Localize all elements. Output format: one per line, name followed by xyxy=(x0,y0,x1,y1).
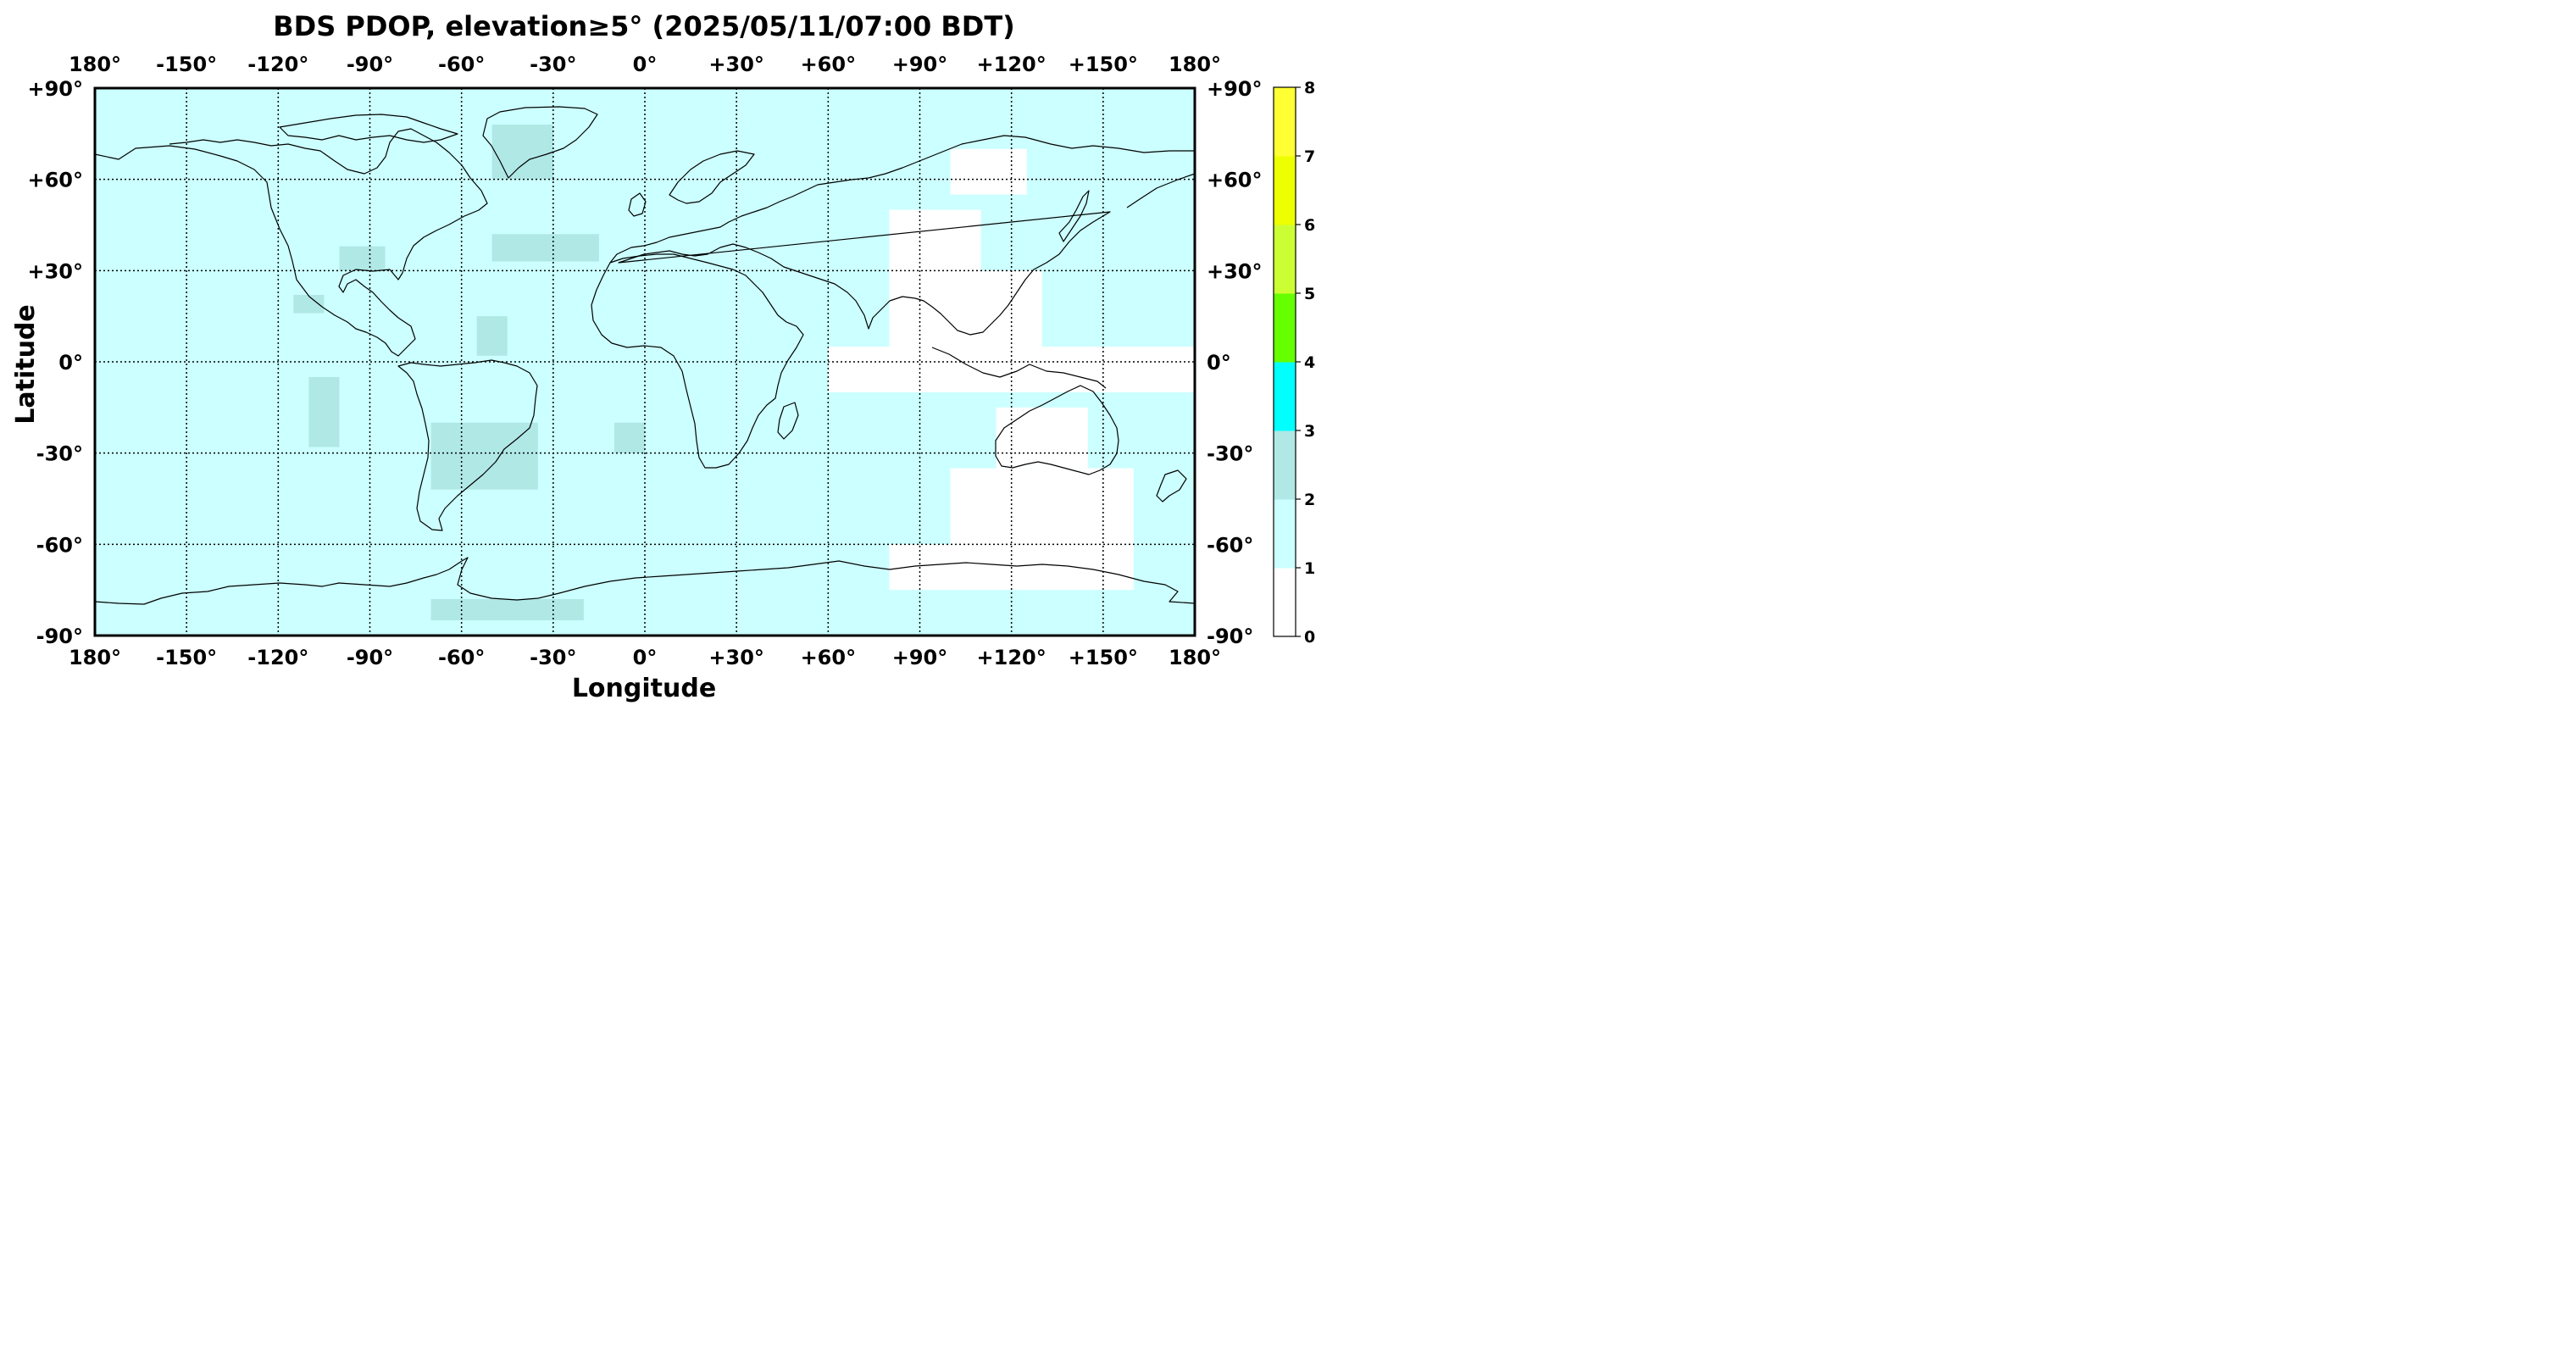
lon-tick-label-top: -150° xyxy=(156,53,217,76)
lon-tick-label-top: -30° xyxy=(530,53,576,76)
lon-tick-label-top: -90° xyxy=(347,53,393,76)
coast-north-america xyxy=(94,128,488,357)
lat-tick-label-left: +90° xyxy=(27,77,83,101)
colorbar-tick-label: 7 xyxy=(1304,147,1315,166)
colorbar-tick-label: 8 xyxy=(1304,79,1315,97)
lon-tick-label-top: 180° xyxy=(69,53,121,76)
lat-tick-labels-right: +90° +60° +30° 0° -30° -60° -90° xyxy=(1207,77,1263,648)
lat-tick-label-right: -90° xyxy=(1207,625,1253,648)
lat-tick-label-left: -60° xyxy=(36,533,83,557)
colorbar: 0 1 2 3 4 5 6 7 8 xyxy=(1273,79,1315,647)
lat-tick-label-left: -90° xyxy=(36,625,83,648)
lat-tick-label-left: +60° xyxy=(27,169,83,192)
lon-tick-label-top: 180° xyxy=(1169,53,1221,76)
lon-tick-labels-bottom: 180° -150° -120° -90° -60° -30° 0° +30° +60° +90°… xyxy=(69,646,1221,669)
lon-tick-label-bottom: -120° xyxy=(247,646,308,669)
coast-south-america xyxy=(397,359,538,531)
pdop-2-3-region xyxy=(308,376,340,447)
lat-tick-label-right: +90° xyxy=(1207,77,1263,101)
lon-tick-label-bottom: -90° xyxy=(347,646,393,669)
lon-tick-label-top: +120° xyxy=(977,53,1046,76)
lat-tick-label-right: -30° xyxy=(1207,442,1253,466)
pdop-0-1-region xyxy=(889,209,981,271)
colorbar-segment xyxy=(1274,293,1296,363)
colorbar-tick-label: 5 xyxy=(1304,285,1315,303)
lon-tick-label-top: -60° xyxy=(438,53,485,76)
pdop-2-3-region xyxy=(613,422,645,453)
colorbar-tick-label: 1 xyxy=(1304,559,1315,578)
lon-tick-label-bottom: 180° xyxy=(69,646,121,669)
graticule xyxy=(95,88,1195,636)
lon-tick-label-top: +150° xyxy=(1069,53,1138,76)
colorbar-tick-label: 6 xyxy=(1304,216,1315,235)
colorbar-segment xyxy=(1274,87,1296,157)
lat-tick-label-left: +30° xyxy=(27,259,83,283)
pdop-0-1-region xyxy=(889,270,1042,362)
lon-tick-label-bottom: -60° xyxy=(438,646,485,669)
lat-tick-label-left: 0° xyxy=(58,351,83,375)
coast-madagascar xyxy=(777,402,799,440)
lon-tick-label-bottom: -30° xyxy=(530,646,576,669)
coast-eurasia xyxy=(609,135,1196,336)
lon-tick-label-bottom: +60° xyxy=(801,646,857,669)
pdop-2-3-region xyxy=(476,316,508,356)
lon-tick-labels-top: 180° -150° -120° -90° -60° -30° 0° +30° +60° +90°… xyxy=(69,53,1221,76)
lon-tick-label-bottom: 180° xyxy=(1169,646,1221,669)
lon-tick-label-bottom: +120° xyxy=(977,646,1046,669)
pdop-2-3-region xyxy=(293,295,325,314)
pdop-0-1-region xyxy=(950,468,1134,545)
lon-tick-label-top: -120° xyxy=(247,53,308,76)
coast-africa xyxy=(591,253,804,469)
colorbar-tick-label: 3 xyxy=(1304,422,1315,441)
colorbar-segment xyxy=(1274,362,1296,431)
lon-tick-label-top: +30° xyxy=(708,53,764,76)
lon-tick-label-top: 0° xyxy=(633,53,658,76)
chart-title: BDS PDOP, elevation≥5° (2025/05/11/07:00… xyxy=(273,10,1015,42)
colorbar-segment xyxy=(1274,499,1296,569)
lat-tick-label-right: +30° xyxy=(1207,259,1263,283)
coast-australia xyxy=(995,385,1119,475)
pdop-0-1-region xyxy=(950,148,1027,195)
y-axis-label: Latitude xyxy=(11,304,41,425)
pdop-2-3-region xyxy=(339,246,386,271)
lon-tick-label-top: +60° xyxy=(801,53,857,76)
lon-tick-label-bottom: +90° xyxy=(892,646,948,669)
pdop-2-3-region xyxy=(491,234,599,262)
lon-tick-label-top: +90° xyxy=(892,53,948,76)
coast-new-zealand xyxy=(1156,469,1187,503)
pdop-map-figure: BDS PDOP, elevation≥5° (2025/05/11/07:00… xyxy=(11,10,1315,703)
colorbar-tick-label: 0 xyxy=(1304,628,1315,647)
colorbar-segment xyxy=(1274,156,1296,225)
pdop-2-3-region xyxy=(430,598,584,621)
pdop-2-3-region xyxy=(491,125,553,180)
lat-tick-label-right: +60° xyxy=(1207,169,1263,192)
lat-tick-label-left: -30° xyxy=(36,442,83,466)
lat-tick-label-right: 0° xyxy=(1207,351,1231,375)
lon-tick-label-bottom: -150° xyxy=(156,646,217,669)
coastlines xyxy=(94,106,1196,605)
x-axis-label: Longitude xyxy=(572,674,716,703)
pdop-0-1-region xyxy=(996,407,1088,469)
colorbar-tick-label: 4 xyxy=(1304,353,1315,372)
lat-tick-labels-left: +90° +60° +30° 0° -30° -60° -90° xyxy=(27,77,83,648)
colorbar-segment xyxy=(1274,225,1296,294)
lon-tick-label-bottom: +150° xyxy=(1069,646,1138,669)
colorbar-segment xyxy=(1274,568,1296,637)
coast-antarctica xyxy=(94,557,1196,605)
lon-tick-label-bottom: 0° xyxy=(633,646,658,669)
map-plot-area xyxy=(93,86,1196,637)
coast-indonesia xyxy=(931,347,1107,389)
coast-greenland xyxy=(482,106,598,179)
colorbar-segment xyxy=(1274,430,1296,500)
coast-arctic-islands xyxy=(279,114,458,143)
coast-scandinavia xyxy=(669,150,755,204)
lon-tick-label-bottom: +30° xyxy=(708,646,764,669)
map-frame xyxy=(93,86,1196,637)
coast-british-isles xyxy=(628,192,647,217)
pdop-2-3-region xyxy=(430,422,538,490)
coast-japan xyxy=(1058,190,1090,242)
lat-tick-label-right: -60° xyxy=(1207,533,1253,557)
colorbar-tick-label: 2 xyxy=(1304,491,1315,509)
